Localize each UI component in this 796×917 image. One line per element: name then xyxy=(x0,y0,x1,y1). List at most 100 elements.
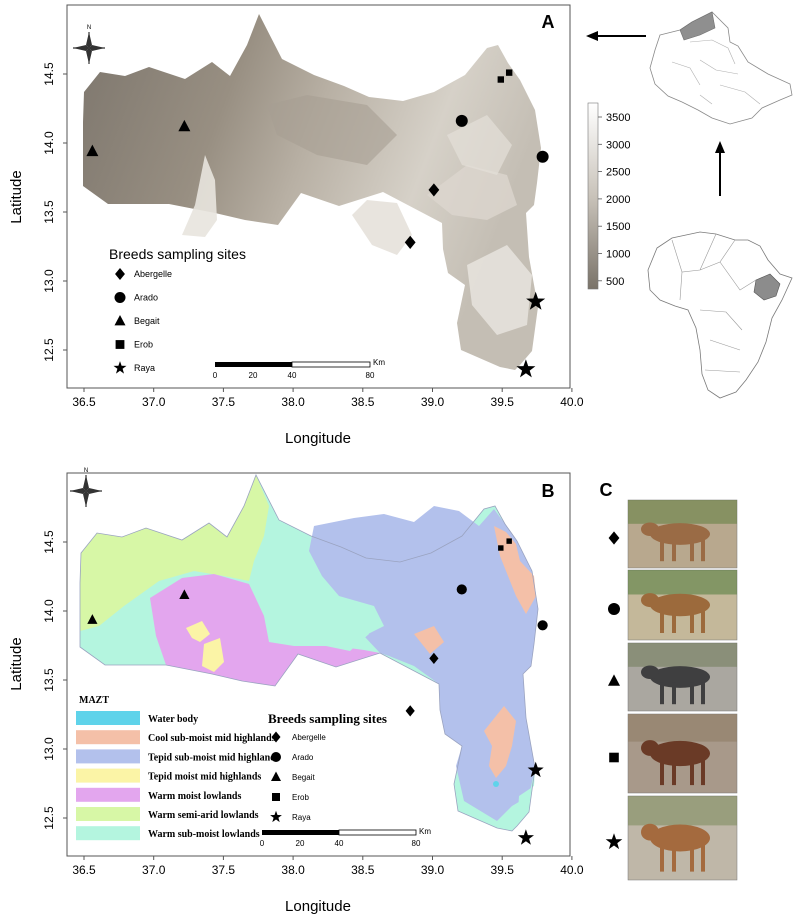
panel-a-legend-items: Abergelle Arado Begait Erob Raya xyxy=(113,267,172,374)
panel-b-xlabel: Longitude xyxy=(285,898,351,915)
panel-b-zone-label: Tepid sub-moist mid highlands xyxy=(148,752,280,763)
panel-b-legend-items: Abergelle Arado Begait Erob Raya xyxy=(270,731,326,823)
panel-b-zone-warm-sub-moist-lowlands xyxy=(517,768,535,826)
panel-a-scale-tick: 40 xyxy=(288,371,297,380)
panel-b-zone-swatch xyxy=(76,730,140,745)
panel-a-legend-label: Begait xyxy=(134,316,160,326)
panel-a-site-raya xyxy=(526,291,546,310)
panel-b-zone-legend-items: Water body Cool sub-moist mid highlands Te… xyxy=(76,711,280,841)
panel-b-legend: Breeds sampling sites Abergelle Arado Bega… xyxy=(268,711,387,823)
panel-b-zone-swatch xyxy=(76,749,140,764)
panel-b-site-arado xyxy=(456,584,467,595)
panel-c-photo-begait xyxy=(627,642,738,712)
panel-b-scale-tick: 40 xyxy=(335,839,344,848)
panel-b-ytick-label: 14.0 xyxy=(42,599,56,623)
panel-a-site-begait xyxy=(178,119,191,132)
panel-a-elevation-map: N A 3500 3000 2500 2000 1500 1000 500 Breeds s… xyxy=(8,4,630,447)
panel-b-legend-symbol-raya xyxy=(270,810,282,823)
panel-c-symbol-abergelle xyxy=(608,531,620,545)
panel-b-xtick-label: 36.5 xyxy=(72,863,96,877)
panel-b-zone-label: Warm semi-arid lowlands xyxy=(148,810,259,821)
panel-a-legend-symbol-arado xyxy=(114,292,126,303)
panel-a-legend-label: Abergelle xyxy=(134,269,172,279)
panel-a-legend-symbol-erob xyxy=(115,340,125,349)
panel-b-north-label: N xyxy=(84,468,88,474)
panel-a-elevation-ticks: 3500 3000 2500 2000 1500 1000 500 xyxy=(598,112,630,288)
panel-a-highland-patch xyxy=(467,245,532,335)
panel-a-xtick-label: 40.0 xyxy=(560,395,584,409)
panel-a-ytick-label: 14.5 xyxy=(42,62,56,86)
panel-a-legend-label: Raya xyxy=(134,363,155,373)
panel-b-xtick-label: 38.5 xyxy=(351,863,375,877)
panel-b-site-begait xyxy=(87,614,98,624)
panel-b-zone-swatch xyxy=(76,711,140,725)
panel-b-legend-symbol-begait xyxy=(271,771,281,781)
panel-b-zone-warm-sub-moist-lowlands xyxy=(322,606,369,651)
panel-b-ytick-label: 14.5 xyxy=(42,530,56,554)
panel-b-site-abergelle xyxy=(429,652,439,665)
panel-a-scale-tick: 0 xyxy=(213,371,218,380)
panel-b-xtick-label: 38.0 xyxy=(281,863,305,877)
panel-c-symbol-raya xyxy=(605,833,623,850)
panel-a-ytick-label: 13.0 xyxy=(42,269,56,293)
africa-ethiopia-highlight xyxy=(753,273,781,301)
panel-b-ytick-label: 12.5 xyxy=(42,806,56,830)
panel-b-scale-tick: 20 xyxy=(296,839,305,848)
inset-arrow-horizontal xyxy=(586,31,646,41)
panel-c-symbol-arado xyxy=(608,603,620,615)
panel-a-site-erob xyxy=(505,69,513,76)
panel-b-site-raya xyxy=(517,829,534,845)
panel-b-zone-warm-semi-arid-lowlands xyxy=(80,475,269,631)
panel-a-axes: 36.5 37.0 37.5 38.0 38.5 39.0 39.5 40.0 12.5 13.0… xyxy=(42,62,584,409)
panel-a-elevation-tick-label: 500 xyxy=(606,276,624,288)
ethiopia-inset-map xyxy=(649,11,793,125)
panel-a-ylabel: Latitude xyxy=(8,170,25,223)
panel-b-zone-cool-sub-moist-mid-highlands xyxy=(414,626,444,654)
panel-b-scale-tick: 0 xyxy=(260,839,265,848)
panel-a-legend-symbol-raya xyxy=(113,361,127,374)
panel-b-legend-symbol-abergelle xyxy=(271,731,281,743)
panel-a-elevation-colorbar xyxy=(587,102,599,290)
panel-a-lowland-patch xyxy=(267,95,397,165)
panel-a-scale-tick: 20 xyxy=(249,371,258,380)
panel-a-xtick-label: 39.5 xyxy=(491,395,515,409)
panel-a-xlabel: Longitude xyxy=(285,430,351,447)
panel-b-scale-bar: 0 20 40 80 Km xyxy=(260,827,432,848)
panel-b-legend-title: Breeds sampling sites xyxy=(268,711,387,726)
panel-a-ytick-label: 14.0 xyxy=(42,131,56,155)
panel-a-legend-label: Arado xyxy=(134,293,158,303)
panel-b-legend-label: Raya xyxy=(292,813,311,822)
panel-a-site-markers xyxy=(86,69,549,378)
panel-b-zone-cool-sub-moist-mid-highlands xyxy=(484,706,516,778)
panel-a-xtick-label: 37.5 xyxy=(212,395,236,409)
panel-b-site-markers xyxy=(87,538,548,845)
panel-b-xtick-label: 37.0 xyxy=(142,863,166,877)
panel-b-scale-tick: 80 xyxy=(412,839,421,848)
panel-a-elevation-tick-label: 2500 xyxy=(606,167,630,179)
panel-a-north-label: N xyxy=(87,25,91,31)
panel-a-ytick-label: 13.5 xyxy=(42,200,56,224)
panel-b-ylabel: Latitude xyxy=(8,637,25,690)
africa-outline xyxy=(647,231,793,399)
panel-a-site-arado xyxy=(536,150,549,163)
panel-a-site-raya xyxy=(516,359,536,378)
panel-b-zone-swatch xyxy=(76,826,140,841)
panel-a-elevation-tick-label: 1500 xyxy=(606,221,630,233)
panel-c-photo-column xyxy=(605,499,738,881)
panel-a-site-abergelle xyxy=(428,183,440,197)
panel-b-zone-water-body xyxy=(493,781,499,787)
panel-a-legend-title: Breeds sampling sites xyxy=(109,246,246,262)
panel-b-zone-label: Water body xyxy=(148,714,198,725)
panel-a-xtick-label: 38.0 xyxy=(281,395,305,409)
panel-b-zone-label: Warm sub-moist lowlands xyxy=(148,829,260,840)
panel-c-symbol-begait xyxy=(608,674,620,686)
ethiopia-tigray-highlight xyxy=(679,11,716,41)
panel-b-zone-tepid-sub-moist-mid-highlands xyxy=(309,506,538,821)
panel-b-scale-unit: Km xyxy=(419,827,431,836)
panel-b-legend-symbol-arado xyxy=(271,752,281,762)
panel-a-highland-patch xyxy=(352,200,412,255)
panel-a-elevation-tick-label: 3500 xyxy=(606,112,630,124)
panel-a-scale-unit: Km xyxy=(373,358,385,367)
panel-b-agroecological-zone-map: N B MAZT Water body Cool sub-moist mid hi… xyxy=(8,468,584,915)
panel-a-ytick-label: 12.5 xyxy=(42,338,56,362)
